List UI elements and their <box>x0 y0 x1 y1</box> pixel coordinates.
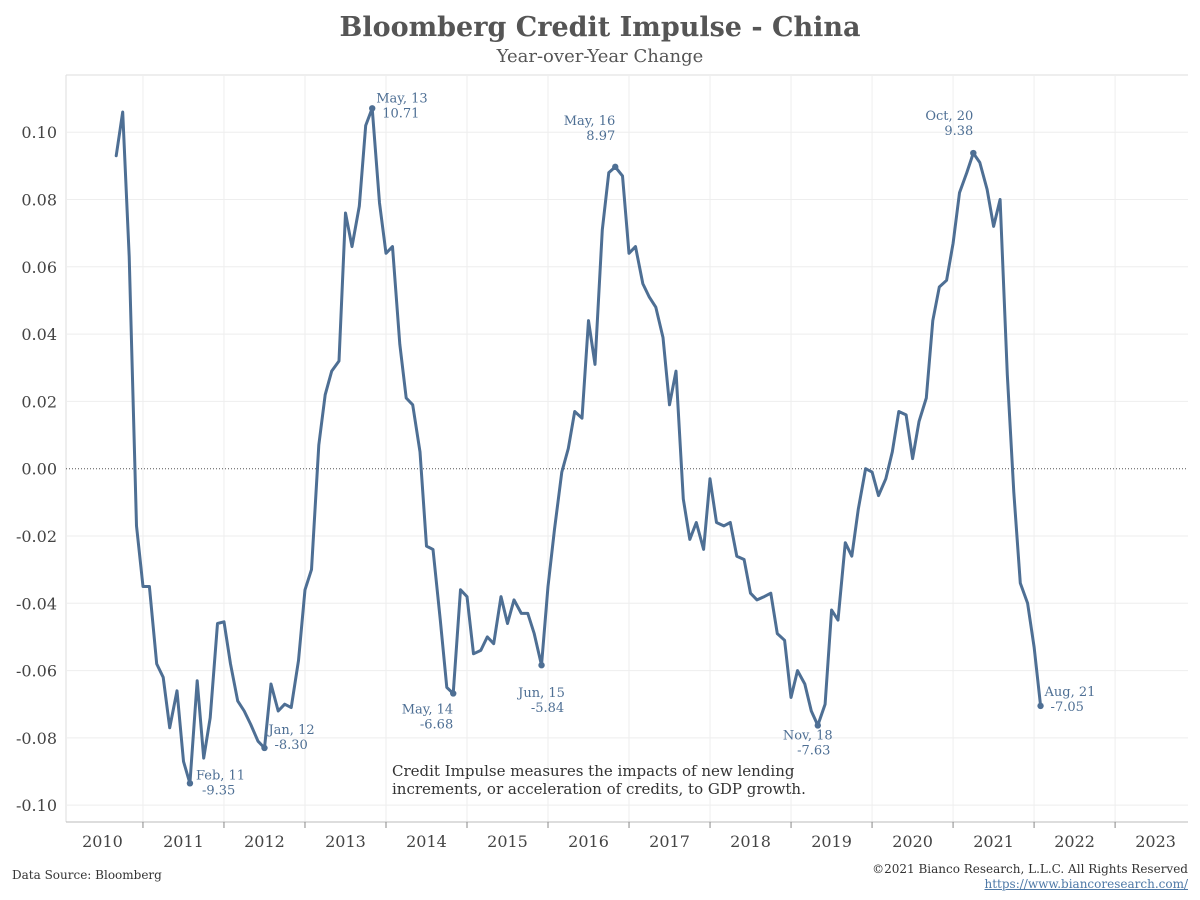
annotation-marker <box>970 149 977 157</box>
x-tick-label: 2021 <box>973 832 1014 851</box>
y-tick-label: -0.08 <box>16 729 57 748</box>
annotation-marker <box>612 163 619 171</box>
chart-note: Credit Impulse measures the impacts of n… <box>392 762 806 798</box>
annotation-marker <box>538 661 545 669</box>
x-tick-label: 2019 <box>811 832 852 851</box>
note-line: increments, or acceleration of credits, … <box>392 780 806 798</box>
annotation-value: 10.71 <box>382 106 419 121</box>
y-tick-label: 0.08 <box>21 191 57 210</box>
x-tick-label: 2012 <box>244 832 285 851</box>
chart-title: Bloomberg Credit Impulse - China <box>339 12 861 43</box>
x-tick-label: 2020 <box>892 832 933 851</box>
annotation-label: May, 16 <box>564 114 616 129</box>
y-tick-label: 0.04 <box>21 325 57 344</box>
y-tick-label: -0.06 <box>16 662 57 681</box>
data-source: Data Source: Bloomberg <box>12 868 162 882</box>
grid <box>65 74 1188 822</box>
x-tick-label: 2022 <box>1054 832 1095 851</box>
annotation-value: -9.35 <box>202 783 235 798</box>
annotation-value: -6.68 <box>420 717 453 732</box>
annotation-marker <box>1037 702 1044 710</box>
y-tick-label: -0.04 <box>16 594 57 613</box>
y-tick-label: 0.10 <box>21 123 57 142</box>
x-tick-label: 2016 <box>568 832 609 851</box>
annotation-label: Nov, 18 <box>783 728 833 743</box>
annotation-marker <box>186 780 194 787</box>
x-tick-label: 2018 <box>730 832 771 851</box>
series-line <box>114 106 1043 785</box>
annotation-marker <box>814 722 821 729</box>
x-tick-label: 2017 <box>649 832 690 851</box>
annotation-label: Jan, 12 <box>266 723 314 738</box>
footer-credits: ©2021 Bianco Research, L.L.C. All Rights… <box>872 862 1188 892</box>
annotation-label: May, 14 <box>402 702 454 717</box>
chart-subtitle: Year-over-Year Change <box>496 46 704 67</box>
y-tick-label: 0.00 <box>21 460 57 479</box>
x-tick-label: 2023 <box>1135 832 1176 851</box>
annotation-label: Oct, 20 <box>925 109 973 124</box>
website-link[interactable]: https://www.biancoresearch.com/ <box>984 877 1188 891</box>
annotation-label: Jun, 15 <box>516 686 565 701</box>
annotation-marker <box>369 105 376 112</box>
x-tick-label: 2010 <box>82 832 123 851</box>
annotation-label: Feb, 11 <box>196 768 245 783</box>
y-tick-label: -0.02 <box>16 527 57 546</box>
annotation-marker <box>450 690 457 697</box>
annotation-value: -5.84 <box>531 701 564 716</box>
y-tick-label: 0.02 <box>21 392 57 411</box>
x-tick-label: 2015 <box>487 832 528 851</box>
annotation-label: May, 13 <box>376 91 428 106</box>
axes: 0.10 0.08 0.06 0.04 0.02 0.00 -0.02 -0.04 -0.06 -… <box>16 123 1188 851</box>
x-tick-label: 2013 <box>325 832 366 851</box>
y-tick-label: -0.10 <box>16 796 57 815</box>
annotation-value: 8.97 <box>586 129 615 144</box>
note-line: Credit Impulse measures the impacts of n… <box>392 762 795 780</box>
annotation-value: 9.38 <box>944 124 973 139</box>
annotation-value: -7.05 <box>1051 700 1084 715</box>
annotation-marker <box>261 744 268 752</box>
y-tick-label: 0.06 <box>21 258 57 277</box>
annotation-label: Aug, 21 <box>1044 685 1096 700</box>
annotation-value: -8.30 <box>274 738 307 753</box>
x-tick-label: 2014 <box>406 832 447 851</box>
copyright-text: ©2021 Bianco Research, L.L.C. All Rights… <box>872 862 1188 876</box>
x-tick-label: 2011 <box>163 832 204 851</box>
annotation-value: -7.63 <box>797 743 830 758</box>
series <box>114 106 1043 785</box>
